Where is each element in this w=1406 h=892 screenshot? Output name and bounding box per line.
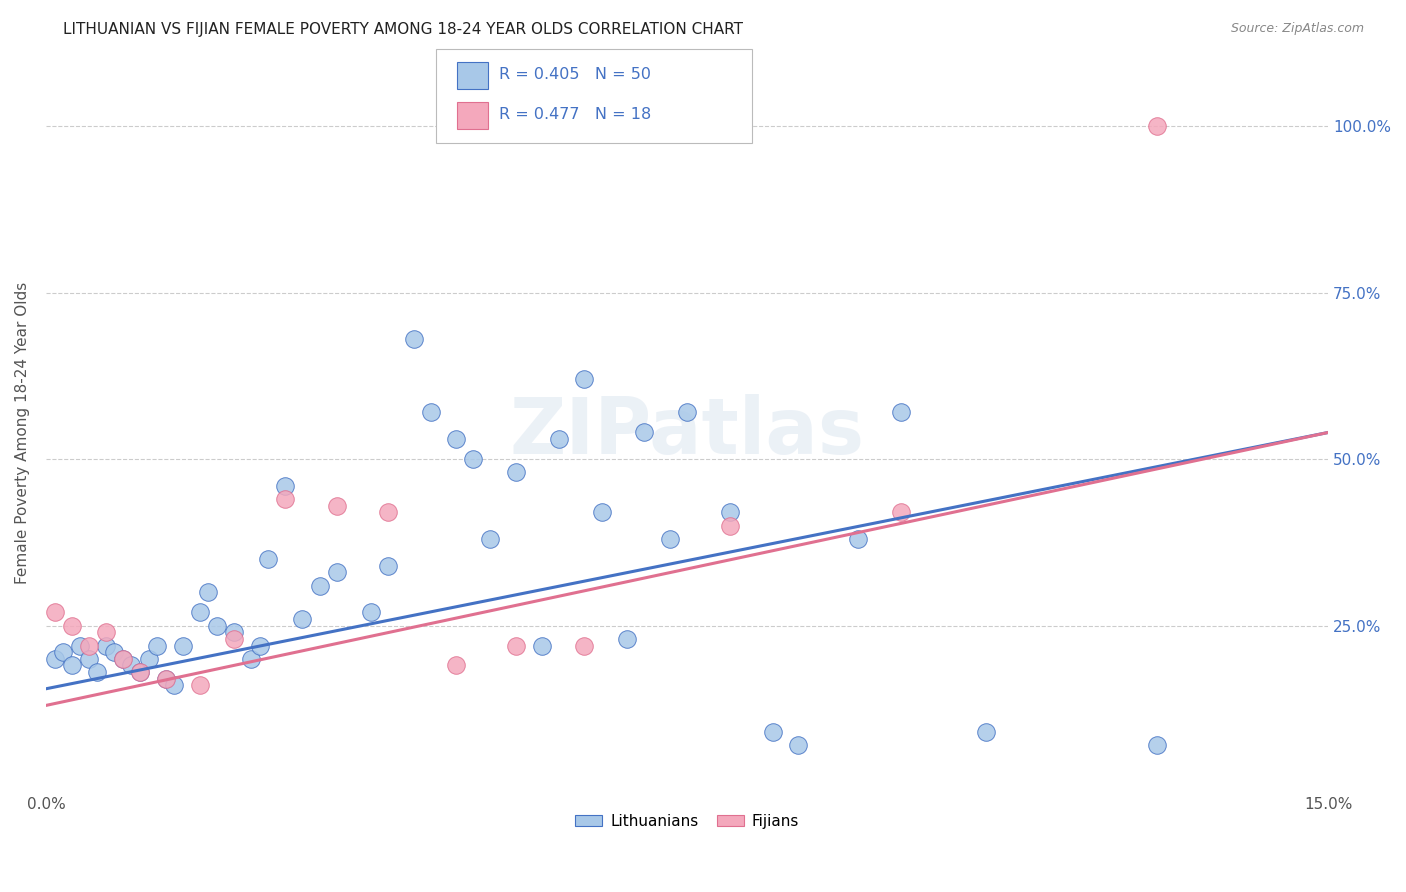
Point [308, 578, 330, 592]
Point [616, 632, 638, 646]
Point [94, 639, 117, 653]
Text: R = 0.405   N = 50: R = 0.405 N = 50 [499, 67, 651, 82]
Y-axis label: Female Poverty Among 18-24 Year Olds: Female Poverty Among 18-24 Year Olds [15, 281, 30, 583]
Text: R = 0.477   N = 18: R = 0.477 N = 18 [499, 107, 651, 122]
Point [188, 678, 211, 692]
Point [761, 725, 783, 739]
Point [44, 652, 66, 666]
Point [52, 645, 75, 659]
Point [146, 639, 169, 653]
Point [974, 725, 997, 739]
Point [138, 652, 160, 666]
Point [60, 658, 83, 673]
Point [718, 518, 741, 533]
Point [402, 332, 425, 346]
Point [479, 532, 502, 546]
Point [659, 532, 682, 546]
Text: Source: ZipAtlas.com: Source: ZipAtlas.com [1230, 22, 1364, 36]
Point [846, 532, 869, 546]
Point [44, 605, 66, 619]
Point [591, 505, 613, 519]
Point [574, 639, 596, 653]
Point [111, 652, 134, 666]
Point [291, 612, 314, 626]
Point [188, 605, 211, 619]
Point [446, 658, 468, 673]
Point [155, 672, 177, 686]
Point [111, 652, 134, 666]
Text: ZIPatlas: ZIPatlas [509, 394, 865, 470]
Point [77, 639, 100, 653]
Point [574, 372, 596, 386]
Point [240, 652, 263, 666]
Point [60, 618, 83, 632]
Point [155, 672, 177, 686]
Point [787, 739, 810, 753]
Point [222, 625, 245, 640]
Point [419, 405, 441, 419]
Point [274, 479, 297, 493]
Point [120, 658, 142, 673]
Point [633, 425, 655, 440]
Point [1146, 739, 1168, 753]
Point [377, 558, 399, 573]
Point [197, 585, 219, 599]
Legend: Lithuanians, Fijians: Lithuanians, Fijians [569, 807, 806, 835]
Point [446, 432, 468, 446]
Point [172, 639, 194, 653]
Point [325, 499, 347, 513]
Point [205, 618, 228, 632]
Point [377, 505, 399, 519]
Point [676, 405, 699, 419]
Point [530, 639, 553, 653]
Point [129, 665, 152, 680]
Point [69, 639, 91, 653]
Point [890, 505, 912, 519]
Point [890, 405, 912, 419]
Point [129, 665, 152, 680]
Point [360, 605, 382, 619]
Point [94, 625, 117, 640]
Point [222, 632, 245, 646]
Point [103, 645, 125, 659]
Point [463, 452, 485, 467]
Point [1146, 120, 1168, 134]
Text: LITHUANIAN VS FIJIAN FEMALE POVERTY AMONG 18-24 YEAR OLDS CORRELATION CHART: LITHUANIAN VS FIJIAN FEMALE POVERTY AMON… [63, 22, 744, 37]
Point [86, 665, 108, 680]
Point [547, 432, 569, 446]
Point [77, 652, 100, 666]
Point [257, 552, 280, 566]
Point [505, 466, 527, 480]
Point [325, 566, 347, 580]
Point [163, 678, 186, 692]
Point [249, 639, 271, 653]
Point [274, 491, 297, 506]
Point [718, 505, 741, 519]
Point [505, 639, 527, 653]
